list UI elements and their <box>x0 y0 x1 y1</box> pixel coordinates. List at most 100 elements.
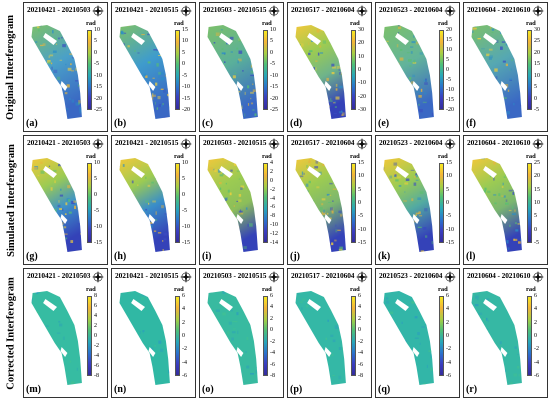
deformation-map <box>31 158 82 252</box>
colorbar <box>527 296 532 376</box>
colorbar <box>175 163 180 243</box>
north-arrow-compass-icon <box>267 270 281 284</box>
no-data-gap <box>395 166 409 178</box>
colorbar-tick-label: 0 <box>534 333 537 339</box>
colorbar-tick-label: 0 <box>358 200 361 206</box>
colorbar-tick-label: 20 <box>534 49 540 56</box>
colorbar-tick-label: 25 <box>534 38 540 45</box>
colorbar-tick-label: 25 <box>534 160 540 166</box>
interferogram-panel: 20210503 - 20210515 rad 4 2 0 -2 -4 -6 -8 -10 -12 -… <box>199 135 284 265</box>
panel-date-range: 20210421 - 20210503 <box>27 5 91 14</box>
north-arrow-compass-icon <box>443 270 457 284</box>
no-data-gap <box>131 33 145 45</box>
colorbar-tick-label: -20 <box>358 93 366 100</box>
panel-date-range: 20210517 - 20210604 <box>291 271 355 280</box>
interferogram-panel: 20210421 - 20210515 rad 10 5 0 -5 -10 -15 (h) <box>111 135 196 265</box>
colorbar-tick-label: -20 <box>270 95 278 102</box>
colorbar <box>87 163 92 243</box>
colorbar <box>527 163 532 243</box>
colorbar-tick-label: 15 <box>534 186 540 193</box>
colorbar-tick-label: 0 <box>182 333 185 339</box>
colorbar-tick-label: 5 <box>446 186 449 193</box>
panel-date-range: 20210523 - 20210604 <box>379 5 443 14</box>
study-area-strip <box>31 291 82 385</box>
panel-date-range: 20210604 - 20210610 <box>467 5 531 14</box>
colorbar-tick-label: -10 <box>182 84 190 91</box>
colorbar-tick-label: -14 <box>270 240 278 246</box>
colorbar-tick-label: -5 <box>534 240 539 246</box>
colorbar <box>263 163 268 243</box>
deformation-map <box>31 291 82 385</box>
no-data-gap <box>148 347 156 357</box>
colorbar-tick-label: 10 <box>270 27 276 33</box>
no-data-gap <box>500 81 508 91</box>
study-area-strip <box>119 158 170 252</box>
colorbar-tick-label: -15 <box>358 240 366 246</box>
colorbar-tick-label: -8 <box>358 373 363 379</box>
no-data-gap <box>219 299 233 311</box>
colorbar-tick-label: 10 <box>534 200 540 206</box>
deformation-map <box>119 158 170 252</box>
colorbar-tick-label: -8 <box>270 213 275 220</box>
panel-letter: (a) <box>26 118 38 129</box>
study-area-strip <box>119 25 170 119</box>
colorbar-tick-label: 6 <box>270 293 273 299</box>
deformation-map <box>119 291 170 385</box>
interferogram-panel: 20210523 - 20210604 rad 6 4 2 0 -2 -4 -6 (q) <box>375 268 460 398</box>
colorbar-tick-label: 15 <box>182 27 188 33</box>
study-area-strip <box>471 25 522 119</box>
colorbar <box>87 296 92 376</box>
north-arrow-compass-icon <box>443 4 457 18</box>
colorbar-tick-label: 4 <box>270 160 273 166</box>
study-area-strip <box>383 291 434 385</box>
colorbar-tick-label: 5 <box>182 49 185 56</box>
interferogram-panel: 20210503 - 20210515 rad 6 4 2 0 -2 -4 -6 -8 (o) <box>199 268 284 398</box>
no-data-gap <box>395 33 409 45</box>
no-data-gap <box>236 81 244 91</box>
panel-date-range: 20210503 - 20210515 <box>203 138 267 147</box>
panel-letter: (n) <box>114 384 127 395</box>
colorbar-tick-label: -10 <box>94 72 102 79</box>
colorbar-tick-label: -6 <box>94 363 99 369</box>
colorbar-tick-label: 5 <box>94 38 97 45</box>
panel-letter: (r) <box>466 384 478 395</box>
colorbar-tick-label: 15 <box>446 37 452 43</box>
colorbar-tick-label: -5 <box>182 72 187 79</box>
colorbar-unit: rad <box>86 20 96 27</box>
colorbar-tick-label: 5 <box>534 213 537 220</box>
deformation-map <box>471 291 522 385</box>
deformation-map <box>119 25 170 119</box>
no-data-gap <box>131 166 145 178</box>
colorbar-tick-label: 5 <box>534 84 537 91</box>
colorbar-tick-label: 5 <box>358 186 361 193</box>
colorbar <box>351 30 356 110</box>
interferogram-panel: 20210523 - 20210604 rad 20 15 10 5 0 -5 -10 -15 -2… <box>375 2 460 132</box>
panel-letter: (q) <box>378 384 391 395</box>
panel-letter: (o) <box>202 384 214 395</box>
colorbar-unit: rad <box>438 286 448 293</box>
row-label-text: Corrected Interferogram <box>5 276 17 390</box>
study-area-strip <box>471 158 522 252</box>
colorbar-unit: rad <box>262 286 272 293</box>
no-data-gap <box>395 299 409 311</box>
colorbar-tick-label: -6 <box>534 373 539 379</box>
north-arrow-compass-icon <box>179 4 193 18</box>
colorbar-unit: rad <box>526 153 536 160</box>
colorbar-tick-label: -4 <box>358 350 363 357</box>
colorbar-tick-label: 2 <box>182 319 185 326</box>
colorbar-tick-label: 2 <box>94 323 97 329</box>
colorbar-unit: rad <box>262 20 272 27</box>
interferogram-panel: 20210421 - 20210503 rad 10 5 0 -5 -10 -15 (g) <box>23 135 108 265</box>
colorbar-unit: rad <box>526 286 536 293</box>
north-arrow-compass-icon <box>179 270 193 284</box>
colorbar-tick-label: -5 <box>94 61 99 68</box>
colorbar-tick-label: 6 <box>94 303 97 309</box>
study-area-strip <box>31 25 82 119</box>
colorbar-tick-label: -2 <box>446 346 451 353</box>
panel-date-range: 20210517 - 20210604 <box>291 138 355 147</box>
colorbar-tick-label: -15 <box>446 240 454 246</box>
colorbar-tick-label: -6 <box>182 373 187 379</box>
colorbar-tick-label: 0 <box>534 95 537 102</box>
colorbar-tick-label: 5 <box>446 57 449 63</box>
no-data-gap <box>483 166 497 178</box>
